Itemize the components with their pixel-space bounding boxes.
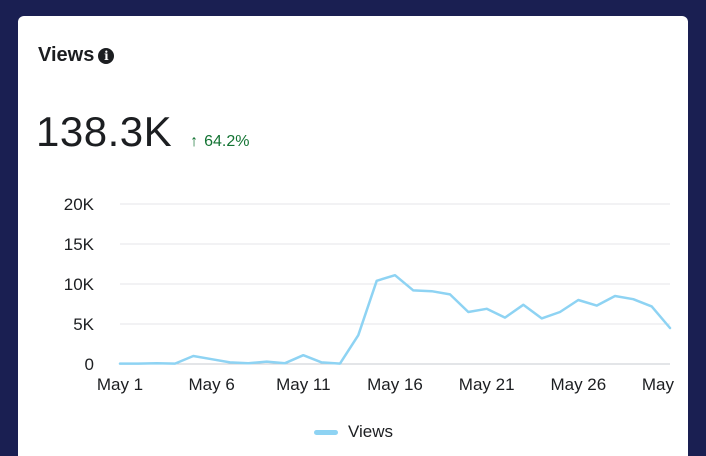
data-point[interactable] [371,275,383,287]
y-tick-label: 10K [64,275,95,294]
data-point[interactable] [646,300,658,312]
x-tick-label: May 6 [189,375,235,394]
x-tick-label: May [642,375,675,394]
data-point[interactable] [279,357,291,369]
data-point[interactable] [352,329,364,341]
data-point[interactable] [444,288,456,300]
data-point[interactable] [261,356,273,368]
views-card: 0 5K 10K 15K 20K May 1 May 6 May 11 May 16 May 21… [18,16,688,456]
legend-swatch-views [314,429,338,435]
x-tick-label: May 26 [550,375,606,394]
x-tick-label: May 1 [97,375,143,394]
data-point[interactable] [242,357,254,369]
data-point[interactable] [389,269,401,281]
data-point[interactable] [187,350,199,362]
data-point[interactable] [536,312,548,324]
metric-row: 138.3K ↑ 64.2% [36,108,250,156]
data-point[interactable] [481,303,493,315]
data-point[interactable] [297,349,309,361]
metric-value: 138.3K [36,108,173,155]
data-point[interactable] [151,357,163,369]
data-point[interactable] [499,312,511,324]
y-tick-label: 15K [64,235,95,254]
x-tick-label: May 11 [276,375,331,394]
data-point[interactable] [462,306,474,318]
metric-delta: ↑ 64.2% [190,133,249,151]
data-point[interactable] [132,358,144,370]
data-point[interactable] [334,358,346,370]
chart-legend[interactable]: Views [314,422,393,442]
data-point[interactable] [407,284,419,296]
data-point[interactable] [426,285,438,297]
delta-value: 64.2% [204,133,250,150]
data-point[interactable] [316,356,328,368]
data-point[interactable] [627,293,639,305]
data-point[interactable] [114,358,126,370]
data-point[interactable] [554,306,566,318]
info-circle-icon[interactable]: i [98,47,115,64]
data-point[interactable] [224,356,236,368]
views-line-chart: 0 5K 10K 15K 20K May 1 May 6 May 11 May 16 May 21… [64,195,676,394]
legend-label-views: Views [348,422,394,441]
card-title: Views [38,44,95,66]
arrow-up-icon: ↑ [190,133,199,150]
data-point[interactable] [609,290,621,302]
data-point[interactable] [664,322,676,334]
data-point[interactable] [572,294,584,306]
y-tick-label: 0 [85,355,94,374]
x-tick-label: May 21 [459,375,515,394]
data-point[interactable] [591,300,603,312]
y-tick-label: 5K [73,315,94,334]
y-tick-label: 20K [64,195,95,214]
series-line-views[interactable] [118,273,672,365]
data-point[interactable] [206,353,218,365]
x-tick-label: May 16 [367,375,423,394]
card-header: Views i [38,44,115,67]
data-point[interactable] [517,299,529,311]
data-point[interactable] [169,358,181,370]
